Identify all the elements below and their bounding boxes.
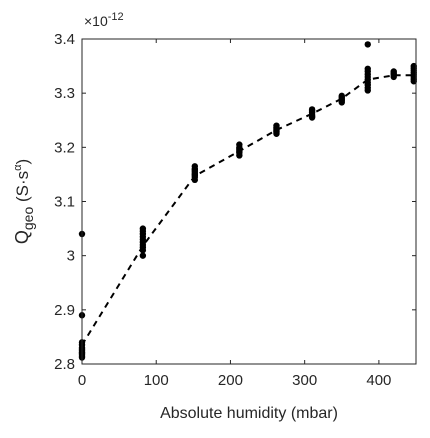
x-tick-label: 100 — [144, 372, 169, 389]
data-point — [273, 130, 280, 137]
data-point — [139, 252, 147, 259]
y-exponent-power: -12 — [108, 11, 124, 23]
y-tick-label: 3.2 — [54, 139, 75, 156]
x-tick-label: 200 — [218, 372, 243, 389]
x-axis-label: Absolute humidity (mbar) — [160, 405, 338, 422]
x-tick-label: 300 — [292, 372, 317, 389]
y-tick-label: 3 — [67, 248, 75, 265]
y-tick-label: 2.8 — [54, 356, 75, 373]
axes-box — [81, 38, 417, 365]
y-exponent-prefix: ×10 — [84, 13, 108, 29]
y-label-unit-superscript: α — [12, 164, 24, 171]
y-axis-label: Qgeo (S·sα) — [12, 159, 36, 244]
data-point — [139, 247, 147, 254]
x-ticks: 0 100 200 300 400 — [78, 39, 391, 389]
y-label-unit-open: (S·s — [13, 171, 32, 207]
data-point — [338, 99, 345, 106]
fit-line — [81, 74, 414, 346]
y-axis-exponent: ×10-12 — [84, 11, 124, 29]
series-layer — [78, 41, 417, 361]
y-ticks: 2.8 2.9 3 3.1 3.2 3.3 3.4 — [54, 31, 416, 373]
data-point — [236, 152, 243, 159]
data-point — [390, 73, 397, 81]
y-label-unit-close: ) — [13, 159, 32, 165]
x-tick-label: 0 — [78, 372, 86, 389]
y-label-subscript: geo — [20, 207, 36, 231]
y-tick-label: 3.3 — [54, 85, 75, 102]
y-tick-label: 3.4 — [54, 31, 75, 48]
x-tick-label: 400 — [366, 372, 391, 389]
data-point — [191, 176, 199, 184]
data-point — [364, 87, 371, 94]
y-tick-label: 3.1 — [54, 194, 75, 211]
data-point — [410, 78, 417, 85]
data-point — [364, 41, 371, 48]
y-tick-label: 2.9 — [54, 302, 75, 319]
data-point — [308, 114, 316, 121]
y-label-main: Q — [12, 230, 32, 244]
